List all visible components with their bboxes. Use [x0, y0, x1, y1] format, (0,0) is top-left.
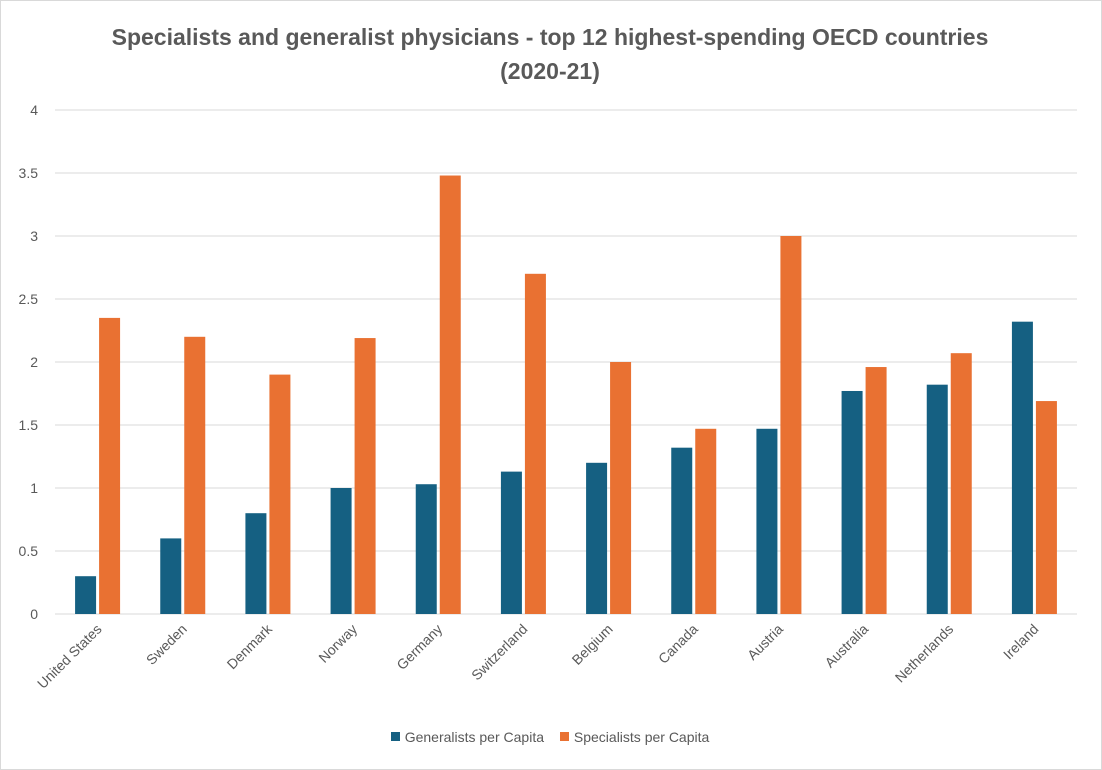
x-tick-label: Sweden — [143, 621, 190, 668]
bar-generalists — [671, 447, 693, 614]
y-tick-label: 3.5 — [19, 165, 39, 181]
bar-specialists — [695, 428, 717, 614]
legend-item-specialists: Specialists per Capita — [559, 728, 710, 745]
bar-generalists — [75, 576, 97, 614]
bar-specialists — [439, 175, 461, 614]
bar-specialists — [1035, 401, 1057, 614]
bar-generalists — [841, 390, 863, 614]
y-tick-label: 0.5 — [19, 543, 39, 559]
y-tick-label: 1.5 — [19, 417, 39, 433]
x-tick-label: Australia — [821, 621, 871, 671]
y-axis: 0 0.5 1 1.5 2 2.5 3 3.5 4 — [19, 102, 39, 622]
bar-specialists — [99, 317, 121, 614]
x-tick-label: Canada — [655, 621, 701, 667]
legend-swatch-specialists — [559, 732, 569, 741]
legend-label-generalists: Generalists per Capita — [404, 728, 544, 745]
x-tick-label: Netherlands — [892, 621, 957, 686]
x-tick-label: Denmark — [224, 620, 276, 672]
y-tick-label: 1 — [30, 480, 38, 496]
y-tick-label: 2 — [30, 354, 38, 370]
legend-swatch-generalists — [390, 732, 400, 741]
y-tick-label: 2.5 — [19, 291, 39, 307]
x-tick-label: Belgium — [569, 621, 616, 668]
bar-generalists — [926, 384, 948, 614]
bar-generalists — [756, 428, 778, 614]
chart-title: Specialists and generalist physicians - … — [111, 24, 989, 84]
x-tick-label: United States — [34, 621, 105, 692]
x-tick-label: Norway — [315, 621, 360, 666]
y-tick-label: 0 — [30, 606, 38, 622]
bar-specialists — [354, 338, 376, 614]
bar-generalists — [586, 462, 608, 614]
x-tick-label: Switzerland — [468, 621, 530, 683]
x-axis: United States Sweden Denmark Norway Germany S… — [34, 620, 1042, 691]
legend: Generalists per Capita Specialists per C… — [0, 728, 1100, 745]
x-tick-label: Germany — [393, 621, 445, 673]
bar-specialists — [524, 273, 546, 614]
legend-item-generalists: Generalists per Capita — [390, 728, 544, 745]
bar-generalists — [500, 471, 522, 614]
bar-generalists — [1011, 321, 1033, 614]
x-tick-label: Austria — [744, 621, 786, 663]
bar-generalists — [415, 484, 437, 614]
bar-generalists — [160, 538, 182, 614]
bars — [75, 175, 1057, 614]
legend-label-specialists: Specialists per Capita — [573, 728, 710, 745]
bar-specialists — [865, 367, 887, 614]
bar-generalists — [245, 513, 267, 614]
bar-generalists — [330, 488, 352, 614]
bar-specialists — [610, 362, 632, 614]
x-tick-label: Ireland — [1000, 621, 1042, 663]
bar-specialists — [950, 353, 972, 614]
bar-specialists — [269, 374, 291, 614]
y-tick-label: 4 — [30, 102, 38, 118]
gridlines — [55, 109, 1077, 615]
bar-specialists — [184, 336, 206, 614]
y-tick-label: 3 — [30, 228, 38, 244]
bar-specialists — [780, 236, 802, 614]
